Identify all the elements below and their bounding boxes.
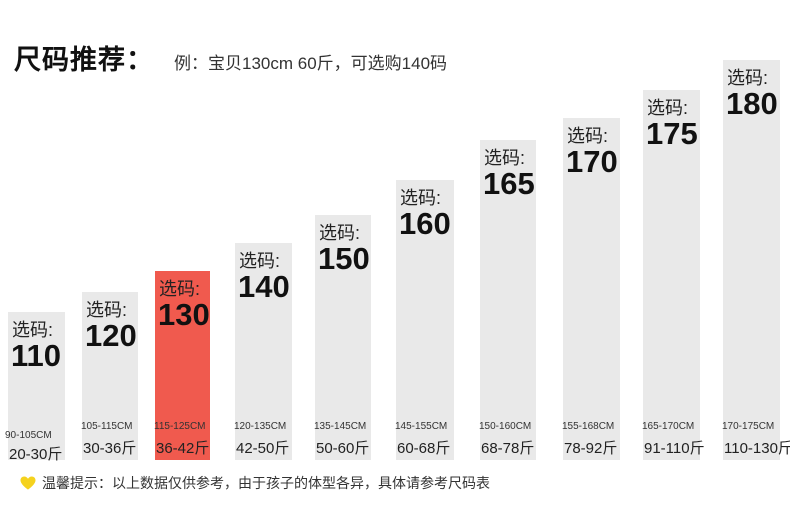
height-range: 145-155CM <box>395 421 448 432</box>
pick-label: 选码: <box>319 223 361 243</box>
example-text: 例：宝贝130cm 60斤，可选购140码 <box>174 54 448 73</box>
size-value: 170 <box>566 144 618 179</box>
size-value: 175 <box>646 116 698 151</box>
weight-range: 68-78斤 <box>481 440 535 457</box>
height-range: 165-170CM <box>642 421 695 432</box>
pick-label: 选码: <box>567 126 609 146</box>
pick-label: 选码: <box>159 279 201 299</box>
size-column: 选码: 175 165-170CM 91-110斤 <box>642 0 705 460</box>
size-column: 选码: 140 120-135CM 42-50斤 <box>234 0 292 460</box>
size-value: 150 <box>318 241 370 276</box>
pick-label: 选码: <box>727 68 769 88</box>
size-value: 120 <box>85 318 137 353</box>
size-bar <box>315 215 371 460</box>
size-column: 选码: 110 90-105CM 20-30斤 <box>5 0 65 463</box>
height-range: 90-105CM <box>5 430 52 441</box>
tip-text: 温馨提示：以上数据仅供参考，由于孩子的体型各异，具体请参考尺码表 <box>42 475 490 491</box>
weight-range: 110-130斤 <box>724 440 790 457</box>
height-range: 170-175CM <box>722 421 775 432</box>
height-range: 120-135CM <box>234 421 287 432</box>
weight-range: 30-36斤 <box>83 440 137 457</box>
height-range: 105-115CM <box>81 421 133 432</box>
size-value: 165 <box>483 166 535 201</box>
size-value: 160 <box>399 206 451 241</box>
size-chart: 选码: 110 90-105CM 20-30斤 选码: 120 105-115CM 30-36… <box>5 0 790 463</box>
weight-range: 42-50斤 <box>236 440 290 457</box>
size-value: 130 <box>158 297 210 332</box>
size-column: 选码: 120 105-115CM 30-36斤 <box>81 0 138 460</box>
size-bar <box>480 140 536 460</box>
pick-label: 选码: <box>647 98 689 118</box>
size-column: 选码: 180 170-175CM 110-130斤 <box>722 0 790 460</box>
height-range: 135-145CM <box>314 421 367 432</box>
size-column: 选码: 165 150-160CM 68-78斤 <box>479 0 536 460</box>
highlight-bar <box>155 271 210 460</box>
page-title: 尺码推荐： <box>14 45 154 75</box>
weight-range: 20-30斤 <box>9 446 63 463</box>
pick-label: 选码: <box>484 148 526 168</box>
pick-label: 选码: <box>12 320 54 340</box>
size-column: 选码: 160 145-155CM 60-68斤 <box>395 0 454 460</box>
size-bar <box>82 292 138 460</box>
size-bar <box>396 180 454 460</box>
height-range: 155-168CM <box>562 421 615 432</box>
size-bar <box>723 60 780 460</box>
heart-icon <box>20 476 36 490</box>
weight-range: 60-68斤 <box>397 440 451 457</box>
size-bar <box>8 312 65 460</box>
height-range: 115-125CM <box>154 421 206 432</box>
size-column: 选码: 170 155-168CM 78-92斤 <box>562 0 620 460</box>
pick-label: 选码: <box>86 300 128 320</box>
pick-label: 选码: <box>239 251 281 271</box>
weight-range: 36-42斤 <box>156 440 210 457</box>
size-column: 选码: 130 115-125CM 36-42斤 <box>154 0 210 460</box>
pick-label: 选码: <box>400 188 442 208</box>
size-bar <box>235 243 292 460</box>
weight-range: 78-92斤 <box>564 440 618 457</box>
weight-range: 50-60斤 <box>316 440 370 457</box>
weight-range: 91-110斤 <box>644 440 705 457</box>
size-bar <box>643 90 700 460</box>
tip-row: 温馨提示：以上数据仅供参考，由于孩子的体型各异，具体请参考尺码表 <box>20 473 490 493</box>
size-bar <box>563 118 620 460</box>
size-column: 选码: 150 135-145CM 50-60斤 <box>314 0 371 460</box>
height-range: 150-160CM <box>479 421 532 432</box>
size-value: 140 <box>238 269 290 304</box>
header: 尺码推荐： 例：宝贝130cm 60斤，可选购140码 <box>14 38 447 77</box>
size-value: 180 <box>726 86 778 121</box>
size-value: 110 <box>11 338 62 373</box>
